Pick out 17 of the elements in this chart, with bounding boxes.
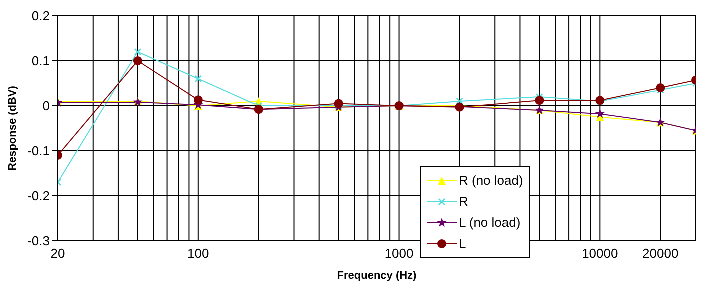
legend-label: R (459, 194, 468, 209)
x-tick-label: 20 (50, 246, 66, 262)
x-tick-label: 100 (188, 246, 210, 262)
y-tick-label: -0.1 (28, 144, 50, 159)
y-tick-label: -0.2 (28, 188, 50, 204)
x-tick-label: 20000 (642, 246, 679, 262)
legend-label: L (no load) (459, 215, 521, 230)
x-axis-title: Frequency (Hz) (337, 270, 418, 282)
x-tick-label: 10000 (582, 246, 618, 262)
y-tick-label: 0.1 (32, 54, 50, 69)
y-tick-label: -0.3 (28, 234, 50, 249)
legend-label: L (459, 236, 466, 251)
y-tick-label: 0 (42, 98, 50, 114)
x-tick-label: 1000 (384, 246, 414, 262)
y-tick-label: 0.2 (32, 8, 50, 24)
y-axis-title: Response (dBV) (6, 86, 19, 171)
legend-label: R (no load) (459, 173, 524, 188)
